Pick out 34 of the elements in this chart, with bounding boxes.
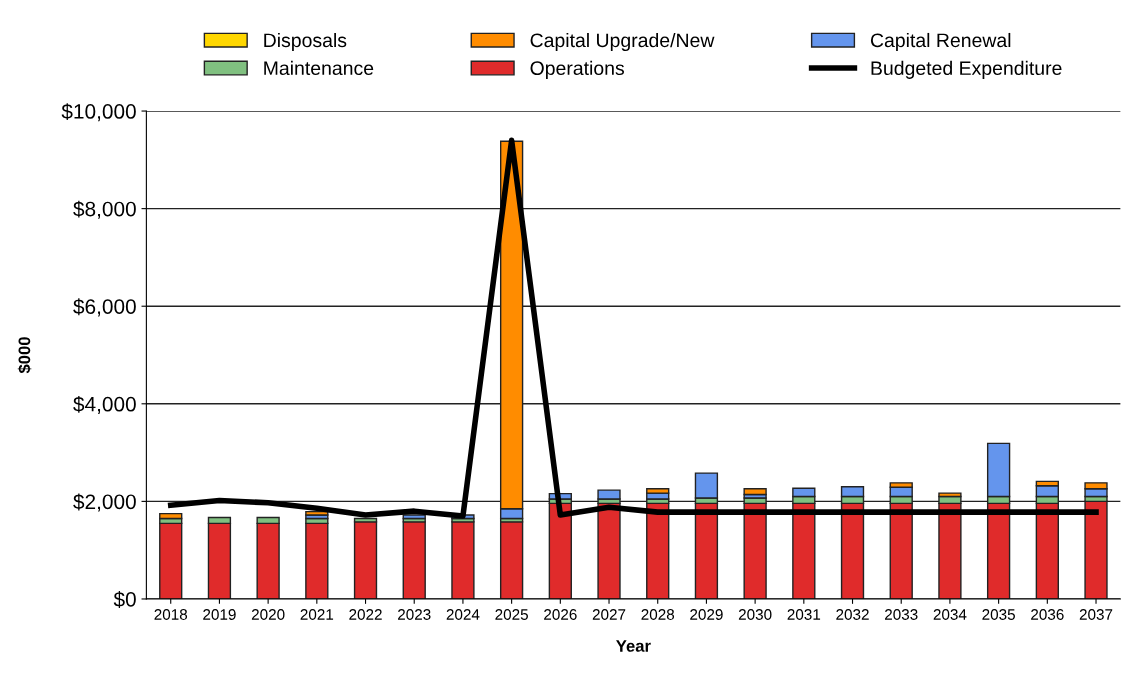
x-tick-label: 2036 — [1031, 609, 1064, 620]
x-tick-label: 2033 — [885, 609, 918, 620]
y-tick-label: $0 — [113, 591, 136, 608]
x-tick-label: 2032 — [836, 609, 869, 620]
legend-label: Operations — [530, 60, 625, 79]
x-tick-label: 2023 — [398, 609, 431, 620]
x-tick-label: 2020 — [251, 609, 285, 620]
x-tick-label: 2037 — [1079, 609, 1113, 620]
y-tick-label: $6,000 — [73, 298, 136, 317]
x-tick-label: 2024 — [446, 609, 480, 620]
y-tick-label: $2,000 — [73, 493, 136, 512]
x-tick-label: 2035 — [982, 609, 1015, 620]
x-tick-label: 2021 — [300, 609, 334, 620]
x-tick-label: 2026 — [544, 609, 577, 620]
y-tick-label: $4,000 — [73, 395, 136, 415]
legend-label: Capital Upgrade/New — [530, 32, 715, 52]
legend-label: Disposals — [264, 32, 347, 52]
x-tick-label: 2019 — [203, 609, 236, 620]
x-tick-label: 2028 — [641, 609, 675, 620]
x-tick-label: 2022 — [349, 609, 382, 620]
x-tick-label: 2030 — [738, 609, 772, 620]
x-tick-label: 2018 — [154, 609, 188, 620]
legend-label: Maintenance — [264, 60, 374, 76]
y-tick-label: $10,000 — [61, 103, 136, 122]
x-tick-label: 2027 — [592, 609, 626, 620]
y-tick-label: $8,000 — [73, 200, 136, 219]
legend-label: Budgeted Expenditure — [871, 60, 1062, 79]
y-axis-title: $000 — [17, 337, 32, 374]
x-tick-label: 2031 — [787, 609, 821, 620]
x-tick-label: 2025 — [495, 609, 528, 620]
x-tick-label: 2034 — [933, 609, 967, 620]
x-tick-label: 2029 — [690, 609, 723, 620]
legend-label: Capital Renewal — [870, 32, 1011, 52]
x-axis-title: Year — [616, 640, 651, 652]
